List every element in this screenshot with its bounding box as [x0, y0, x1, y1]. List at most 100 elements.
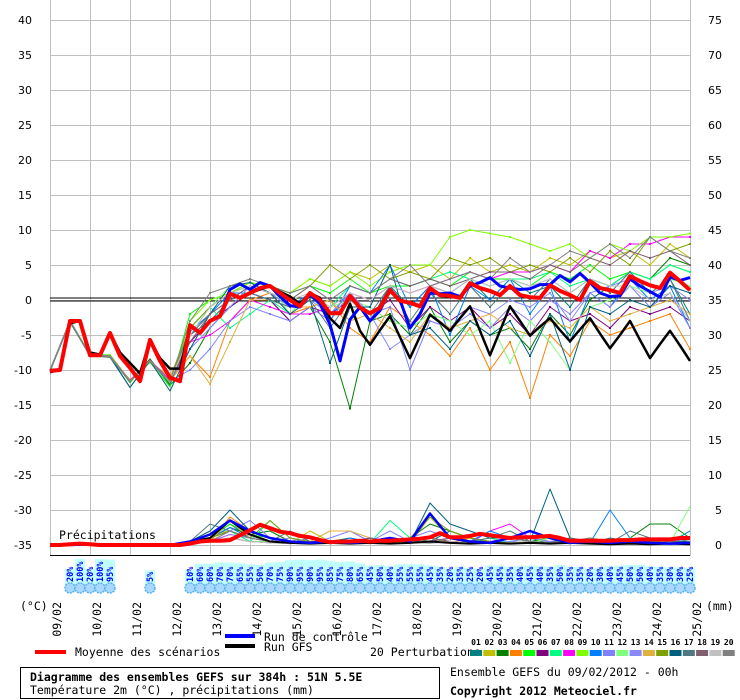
member-10-point — [449, 334, 451, 336]
right-tick-label: 45 — [708, 224, 722, 237]
perturbation-swatch-13 — [629, 650, 642, 656]
member-12-point — [469, 334, 471, 336]
member-05-point — [189, 313, 191, 315]
snowflake-icon — [624, 582, 636, 594]
snowflake-icon — [514, 582, 526, 594]
precip-probability-label: 55% — [406, 566, 416, 582]
member-14-point — [389, 327, 391, 329]
member-13-point — [529, 306, 531, 308]
precip-probability-label: 35% — [506, 566, 516, 582]
member-04-point — [529, 397, 531, 399]
precip-probability-row: 20% 100% 20% 100% 95% 5% 10% 60% 60% 70% 70% 65% 55%… — [64, 559, 696, 594]
member-09-point — [429, 264, 431, 266]
member-03-point — [449, 341, 451, 343]
member-20-point — [329, 299, 331, 301]
precip-probability-label: 50% — [626, 566, 636, 582]
perturbation-swatch-10 — [589, 650, 602, 656]
precip-probability-bar — [555, 565, 565, 592]
member-06-point — [649, 313, 651, 315]
left-tick-label: -30 — [14, 504, 32, 517]
member-09-point — [349, 271, 351, 273]
snowflake-icon — [414, 582, 426, 594]
member-15-point — [349, 278, 351, 280]
perturbation-swatch-15 — [656, 650, 669, 656]
member-17-point — [269, 299, 271, 301]
member-17-point — [409, 320, 411, 322]
perturbation-number: 03 — [498, 638, 508, 647]
left-tick-label: 25 — [18, 119, 32, 132]
precip-probability-bar — [95, 559, 105, 592]
precip-probability-label: 35% — [566, 566, 576, 582]
perturbation-swatch-04 — [509, 650, 522, 656]
member-04-point — [609, 334, 611, 336]
date-label: 22/02 — [570, 602, 584, 637]
precip-probability-bar — [235, 563, 245, 592]
left-tick-label: 35 — [18, 49, 32, 62]
perturbation-swatch-09 — [576, 650, 589, 656]
member-15-point — [629, 264, 631, 266]
precip-probability-label: 35% — [436, 566, 446, 582]
snowflake-icon — [374, 582, 386, 594]
precip-probability-bar — [145, 570, 155, 592]
member-15-point — [449, 257, 451, 259]
precip-probability-label: 45% — [496, 566, 506, 582]
snowflake-icon — [434, 582, 446, 594]
member-09-point — [329, 285, 331, 287]
snowflake-icon — [304, 582, 316, 594]
date-label: 24/02 — [650, 602, 664, 637]
snowflake-icon — [614, 582, 626, 594]
member-12-point — [609, 299, 611, 301]
snowflake-icon — [84, 582, 96, 594]
precip-probability-label: 40% — [386, 566, 396, 582]
member-19-point — [489, 285, 491, 287]
perturbation-swatches: 01 02 03 04 05 06 07 08 09 10 11 12 13 14 15 16 17 18 19 20 — [470, 638, 735, 656]
legend-swatch-gfs — [225, 644, 255, 648]
precip-probability-bar — [225, 562, 235, 592]
snowflake-icon — [484, 582, 496, 594]
member-04-point — [369, 341, 371, 343]
member-20-point — [529, 271, 531, 273]
date-label: 18/02 — [410, 602, 424, 637]
snowflake-icon — [524, 582, 536, 594]
member-18-point — [229, 299, 231, 301]
precip-probability-bar — [465, 568, 475, 592]
precip-probability-label: 5% — [146, 571, 156, 582]
precip-probability-label: 40% — [646, 566, 656, 582]
member-15-point — [569, 257, 571, 259]
member-09-point — [389, 271, 391, 273]
right-tick-label: 15 — [708, 434, 722, 447]
member-08-point — [269, 306, 271, 308]
precip-probability-label: 30% — [666, 566, 676, 582]
precip-probability-bar — [295, 559, 305, 592]
member-16-point — [649, 306, 651, 308]
perturbation-number: 19 — [711, 638, 721, 647]
perturbation-number: 11 — [604, 638, 614, 647]
precip-probability-bar — [305, 560, 315, 592]
member-06-point — [589, 313, 591, 315]
precip-probability-label: 55% — [416, 566, 426, 582]
member-07-point — [649, 278, 651, 280]
member-04-point — [629, 327, 631, 329]
snowflake-icon — [584, 582, 596, 594]
perturbation-number: 02 — [484, 638, 494, 647]
member-18-point — [409, 285, 411, 287]
perturbation-swatch-08 — [563, 650, 576, 656]
snowflake-icon — [214, 582, 226, 594]
member-15-point — [609, 250, 611, 252]
perturbation-swatch-07 — [549, 650, 562, 656]
right-tick-label: 55 — [708, 154, 722, 167]
precip-probability-label: 55% — [246, 566, 256, 582]
date-label: 13/02 — [210, 602, 224, 637]
member-13-point — [209, 327, 211, 329]
member-19-point — [329, 306, 331, 308]
legend-swatch-mean — [35, 650, 66, 654]
perturbation-swatch-03 — [496, 650, 509, 656]
mean-precip-line — [50, 522, 690, 547]
snowflake-icon — [674, 582, 686, 594]
precip-probability-bar — [475, 568, 485, 592]
precip-probability-label: 20% — [86, 566, 96, 582]
precip-probability-label: 30% — [676, 566, 686, 582]
member-17-point — [629, 271, 631, 273]
right-tick-label: 40 — [708, 259, 722, 272]
date-label: 11/02 — [130, 602, 144, 637]
